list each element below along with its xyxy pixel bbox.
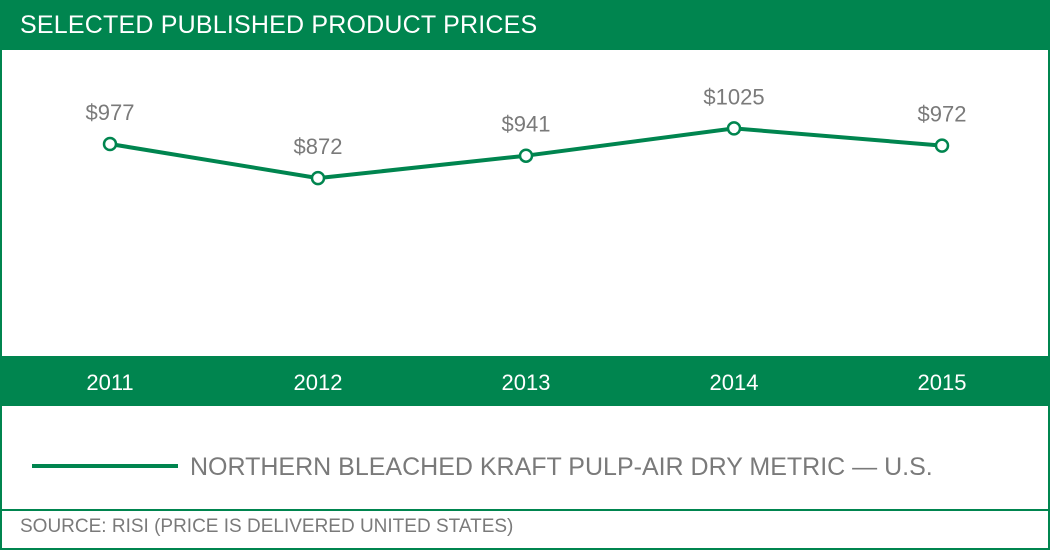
data-label-2011: $977 xyxy=(86,100,135,125)
data-label-2014: $1025 xyxy=(703,84,764,109)
x-tick-label-2012: 2012 xyxy=(293,370,343,395)
x-tick-label-2014: 2014 xyxy=(709,370,759,395)
x-tick-label-2015: 2015 xyxy=(917,370,967,395)
x-axis-band: 2011 2012 2013 2014 2015 xyxy=(2,356,1048,406)
data-label-2015: $972 xyxy=(918,102,967,127)
legend-line-swatch xyxy=(32,464,178,468)
data-point-2015 xyxy=(934,138,950,153)
data-point-2014 xyxy=(726,121,742,136)
x-tick-label-2013: 2013 xyxy=(501,370,551,395)
x-tick-label-2011: 2011 xyxy=(86,370,134,395)
data-label-2013: $941 xyxy=(502,112,551,137)
data-point-2012 xyxy=(310,170,326,186)
chart-title: SELECTED PUBLISHED PRODUCT PRICES xyxy=(20,11,538,39)
footer-divider xyxy=(2,509,1048,511)
data-point-2013 xyxy=(518,148,534,163)
data-point-2011 xyxy=(102,136,118,152)
source-note: SOURCE: RISI (PRICE IS DELIVERED UNITED … xyxy=(20,516,514,537)
plot-area: $977 $872 $941 $1025 $972 xyxy=(86,84,967,186)
data-label-2012: $872 xyxy=(294,134,343,159)
title-bar: SELECTED PUBLISHED PRODUCT PRICES xyxy=(2,2,1048,50)
legend-label: NORTHERN BLEACHED KRAFT PULP-AIR DRY MET… xyxy=(190,453,933,481)
